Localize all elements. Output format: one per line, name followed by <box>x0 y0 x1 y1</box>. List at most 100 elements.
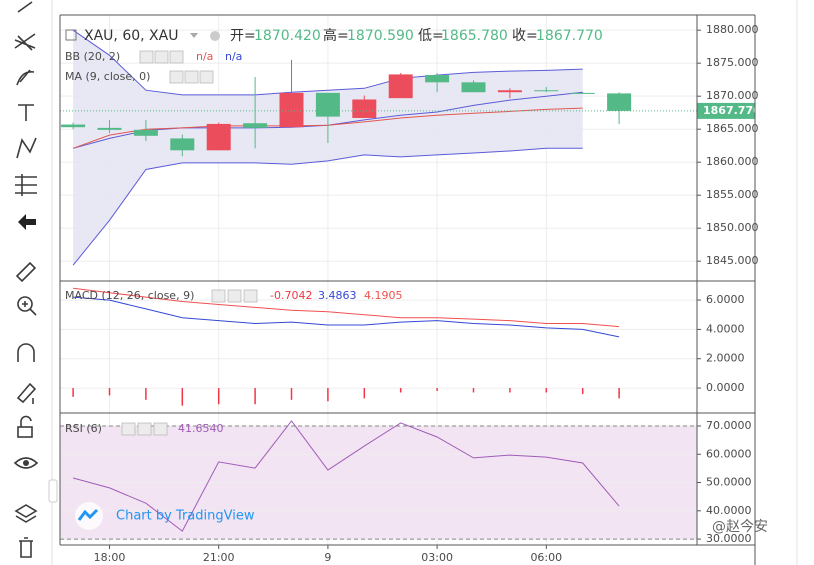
symbol: XAU, 60, XAU <box>84 28 178 44</box>
y-tick-label: 50.0000 <box>706 476 752 489</box>
rsi-label: RSI (6) <box>65 422 102 435</box>
macd-label: MACD (12, 26, close, 9) <box>65 289 194 302</box>
visibility-tool[interactable] <box>13 457 39 469</box>
chart-area: 18:00 21:00 9 03:00 06:00 1880.000 1875.000 187… <box>59 0 798 565</box>
dropdown[interactable] <box>190 33 198 38</box>
indicator-line <box>72 147 583 266</box>
btn[interactable] <box>153 422 168 436</box>
candle-body <box>170 138 195 151</box>
y-tick-label: 2.0000 <box>706 352 745 365</box>
collapse-toolbar[interactable] <box>48 479 58 503</box>
candle-body <box>425 75 450 83</box>
candle-body <box>133 129 158 136</box>
collapse-box[interactable] <box>65 29 77 41</box>
brush-tool[interactable] <box>16 69 35 86</box>
ma-buttons <box>169 70 214 84</box>
text-tool[interactable] <box>18 104 34 121</box>
macd-line <box>73 296 620 338</box>
magnet-tool[interactable] <box>17 343 35 362</box>
candle-body <box>97 127 122 130</box>
last-price-box <box>697 102 755 119</box>
pattern-tool[interactable] <box>16 137 37 159</box>
candle-body <box>243 123 268 128</box>
histogram-bar <box>327 388 329 402</box>
lock-shackle <box>20 415 32 427</box>
btn[interactable] <box>154 50 169 64</box>
btn[interactable] <box>184 70 199 84</box>
histogram-bar <box>472 388 475 393</box>
btn[interactable] <box>137 422 152 436</box>
histogram-bar <box>581 388 584 394</box>
btn[interactable] <box>139 50 154 64</box>
measure-tool[interactable] <box>15 261 37 283</box>
x-tick-label: 18:00 <box>94 551 126 564</box>
btn[interactable] <box>243 289 258 303</box>
bb-value: n/a <box>196 50 213 63</box>
signal-value: 4.1905 <box>364 289 403 302</box>
histogram-bar <box>509 388 511 393</box>
btn[interactable] <box>169 50 184 64</box>
bb-buttons <box>139 50 184 64</box>
candle-body <box>497 90 522 93</box>
btn[interactable] <box>121 422 136 436</box>
histogram-bar <box>145 388 147 400</box>
histogram-bar <box>290 388 293 400</box>
zoom-tool[interactable] <box>17 296 33 312</box>
open-key: 开= <box>230 28 256 44</box>
histogram-bar <box>545 388 548 393</box>
toolbar-bg <box>0 0 52 565</box>
macd-value: 3.4863 <box>318 289 357 302</box>
attribution-text: Chart by TradingView <box>116 509 255 524</box>
delete-tool[interactable] <box>19 537 33 558</box>
y-tick-label: 1875.000 <box>706 56 759 69</box>
histogram-bar <box>363 388 366 399</box>
y-tick-label: 1880.000 <box>706 23 759 36</box>
histogram-bar <box>254 388 256 405</box>
candle-body <box>607 93 632 111</box>
y-tick-label: 70.0000 <box>706 419 752 432</box>
zoom-plus <box>22 301 37 316</box>
y-tick-label: 6.0000 <box>706 293 745 306</box>
histogram-bar <box>217 388 220 405</box>
fib-tool[interactable] <box>15 174 37 196</box>
x-tick-label: 9 <box>324 551 331 564</box>
y-tick-label: 1870.000 <box>706 89 759 102</box>
open-value: 1870.420 <box>254 28 321 44</box>
pitchfork-tool[interactable] <box>14 33 36 51</box>
btn[interactable] <box>169 70 184 84</box>
lock-tool[interactable] <box>17 426 33 438</box>
draw-mode-tool[interactable] <box>16 382 37 404</box>
y-tick-label: 60.0000 <box>706 447 752 460</box>
btn[interactable] <box>199 70 214 84</box>
btn[interactable] <box>211 289 226 303</box>
indicator-line <box>72 29 583 96</box>
drawing-toolbar <box>0 0 58 565</box>
candle-body <box>206 123 231 151</box>
settings-icon[interactable] <box>210 31 220 41</box>
y-tick-label: 1865.000 <box>706 122 759 135</box>
y-tick-label: 4.0000 <box>706 322 745 335</box>
close-value: 1867.770 <box>536 28 603 44</box>
y-tick-label: 0.0000 <box>706 381 745 394</box>
macd-line <box>73 287 620 328</box>
y-tick-label: 40.0000 <box>706 504 752 517</box>
low-value: 1865.780 <box>441 28 508 44</box>
logo <box>77 508 99 521</box>
trend-line-tool[interactable] <box>17 1 33 13</box>
back-tool[interactable] <box>18 214 36 230</box>
ma-label: MA (9, close, 0) <box>65 70 150 83</box>
histogram-bar <box>618 388 620 399</box>
y-tick-label: 1860.000 <box>706 155 759 168</box>
layers-tool[interactable] <box>14 504 38 523</box>
attribution[interactable]: Chart by TradingView <box>75 502 255 530</box>
btn[interactable] <box>227 289 242 303</box>
rsi-value: 41.6540 <box>178 422 224 435</box>
candle-body <box>461 82 486 93</box>
bb-band-fill <box>73 30 583 266</box>
visibility-pupil <box>23 460 29 466</box>
histogram-bar <box>399 388 402 393</box>
histogram-value: -0.7042 <box>270 289 312 302</box>
bb-label: BB (20, 2) <box>65 50 120 63</box>
candle-body <box>279 92 304 128</box>
